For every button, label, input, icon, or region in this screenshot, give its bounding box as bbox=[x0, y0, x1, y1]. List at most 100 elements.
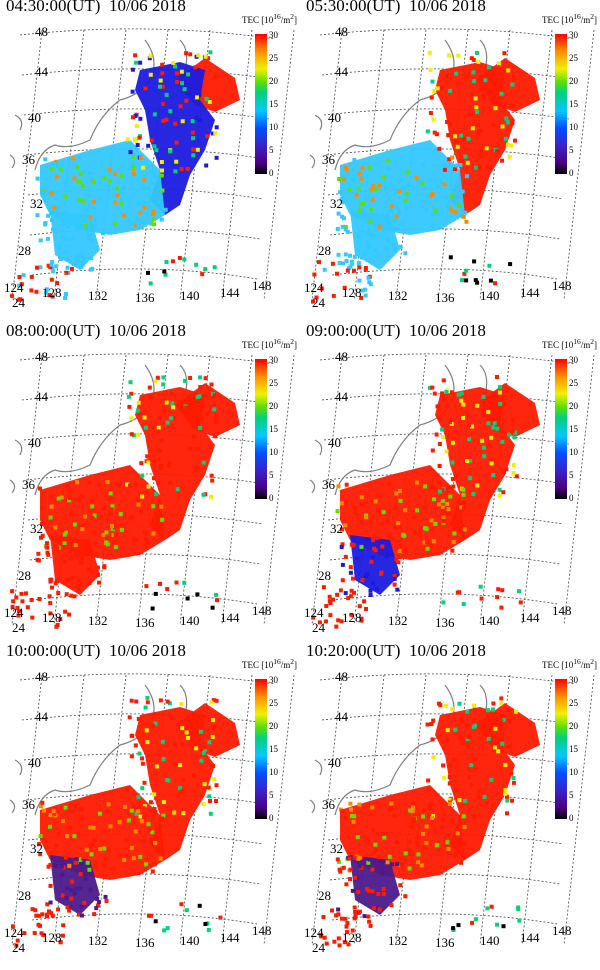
latitude-label: 28 bbox=[18, 243, 31, 258]
tec-unit-label: TEC [1016/m2] bbox=[242, 12, 298, 25]
colorbar-tick: 30 bbox=[569, 355, 578, 365]
tec-unit-label: TEC [1016/m2] bbox=[242, 337, 298, 350]
colorbar-tick: 10 bbox=[569, 447, 578, 457]
longitude-label: 124 bbox=[4, 925, 24, 940]
colorbar-tick: 0 bbox=[269, 813, 274, 823]
latitude-label: 36 bbox=[322, 797, 335, 812]
longitude-label: 132 bbox=[88, 933, 108, 948]
panel-title: 05:30:00(UT) 10/06 2018 bbox=[306, 0, 486, 16]
panel-title: 04:30:00(UT) 10/06 2018 bbox=[6, 0, 186, 16]
colorbar-tick: 30 bbox=[569, 675, 578, 685]
tec-map bbox=[309, 673, 595, 948]
colorbar-tick: 5 bbox=[569, 470, 574, 480]
colorbar-tick: 0 bbox=[569, 168, 574, 178]
latitude-label: 32 bbox=[330, 521, 343, 536]
latitude-label: 28 bbox=[18, 568, 31, 583]
latitude-label: 24 bbox=[12, 295, 25, 310]
longitude-label: 136 bbox=[435, 935, 455, 950]
latitude-label: 40 bbox=[328, 435, 341, 450]
latitude-label: 40 bbox=[28, 755, 41, 770]
longitude-label: 132 bbox=[88, 613, 108, 628]
latitude-label: 28 bbox=[318, 568, 331, 583]
longitude-label: 144 bbox=[220, 610, 240, 625]
latitude-label: 24 bbox=[12, 940, 25, 955]
latitude-label: 28 bbox=[318, 243, 331, 258]
colorbar-tick: 10 bbox=[269, 447, 278, 457]
colorbar-tick: 0 bbox=[569, 493, 574, 503]
tec-unit-label: TEC [1016/m2] bbox=[542, 657, 598, 670]
panel-date: 10/06 2018 bbox=[408, 641, 486, 660]
latitude-label: 36 bbox=[22, 152, 35, 167]
latitude-label: 32 bbox=[30, 196, 43, 211]
longitude-label: 148 bbox=[252, 923, 272, 938]
longitude-label: 148 bbox=[552, 603, 572, 618]
latitude-label: 44 bbox=[335, 64, 348, 79]
longitude-label: 136 bbox=[435, 615, 455, 630]
latitude-label: 28 bbox=[18, 888, 31, 903]
colorbar-tick: 20 bbox=[569, 401, 578, 411]
longitude-label: 136 bbox=[135, 935, 155, 950]
tec-map-panel: 08:00:00(UT) 10/06 2018 TEC [1016/m2] 30 25… bbox=[0, 321, 300, 648]
colorbar-tick: 20 bbox=[269, 721, 278, 731]
colorbar-tick: 25 bbox=[569, 378, 578, 388]
longitude-label: 140 bbox=[180, 933, 200, 948]
longitude-label: 132 bbox=[388, 933, 408, 948]
longitude-label: 128 bbox=[42, 930, 62, 945]
latitude-label: 32 bbox=[30, 841, 43, 856]
colorbar-tick: 25 bbox=[569, 698, 578, 708]
longitude-label: 136 bbox=[435, 290, 455, 305]
colorbar-tick: 25 bbox=[269, 698, 278, 708]
longitude-label: 128 bbox=[42, 285, 62, 300]
panel-title: 09:00:00(UT) 10/06 2018 bbox=[306, 321, 486, 341]
longitude-label: 144 bbox=[520, 285, 540, 300]
longitude-label: 128 bbox=[342, 285, 362, 300]
latitude-label: 32 bbox=[330, 196, 343, 211]
latitude-label: 48 bbox=[335, 24, 348, 39]
colorbar-tick: 30 bbox=[569, 30, 578, 40]
panel-time: 10:00:00(UT) bbox=[6, 641, 101, 660]
tec-unit-label: TEC [1016/m2] bbox=[542, 337, 598, 350]
tec-map bbox=[9, 673, 295, 948]
latitude-label: 36 bbox=[22, 797, 35, 812]
colorbar-tick: 5 bbox=[569, 145, 574, 155]
longitude-label: 128 bbox=[342, 610, 362, 625]
longitude-label: 124 bbox=[304, 280, 324, 295]
colorbar-tick: 25 bbox=[269, 378, 278, 388]
tec-map bbox=[309, 353, 595, 629]
colorbar-tick: 30 bbox=[269, 30, 278, 40]
latitude-label: 44 bbox=[335, 389, 348, 404]
colorbar-tick: 25 bbox=[569, 53, 578, 63]
tec-colorbar bbox=[255, 34, 267, 174]
panel-time: 08:00:00(UT) bbox=[6, 321, 101, 340]
latitude-label: 28 bbox=[318, 888, 331, 903]
colorbar-tick: 15 bbox=[569, 744, 578, 754]
latitude-label: 36 bbox=[322, 477, 335, 492]
tec-map bbox=[9, 28, 295, 302]
colorbar-tick: 20 bbox=[269, 76, 278, 86]
latitude-label: 44 bbox=[35, 64, 48, 79]
longitude-label: 144 bbox=[520, 930, 540, 945]
colorbar-tick: 10 bbox=[569, 122, 578, 132]
longitude-label: 128 bbox=[342, 930, 362, 945]
latitude-label: 44 bbox=[335, 709, 348, 724]
colorbar-tick: 15 bbox=[569, 424, 578, 434]
latitude-label: 48 bbox=[335, 669, 348, 684]
latitude-label: 36 bbox=[322, 152, 335, 167]
panel-title: 10:00:00(UT) 10/06 2018 bbox=[6, 641, 186, 661]
panel-title: 10:20:00(UT) 10/06 2018 bbox=[306, 641, 486, 661]
longitude-label: 140 bbox=[480, 933, 500, 948]
colorbar-tick: 5 bbox=[269, 790, 274, 800]
latitude-label: 48 bbox=[35, 349, 48, 364]
colorbar-tick: 20 bbox=[569, 76, 578, 86]
panel-date: 10/06 2018 bbox=[108, 0, 186, 15]
colorbar-tick: 25 bbox=[269, 53, 278, 63]
longitude-label: 136 bbox=[135, 290, 155, 305]
colorbar-tick: 5 bbox=[569, 790, 574, 800]
longitude-label: 124 bbox=[304, 925, 324, 940]
colorbar-tick: 15 bbox=[569, 99, 578, 109]
colorbar-tick: 20 bbox=[269, 401, 278, 411]
tec-map-panel: 10:20:00(UT) 10/06 2018 TEC [1016/m2] 30 25… bbox=[300, 641, 600, 968]
latitude-label: 40 bbox=[28, 110, 41, 125]
colorbar-tick: 10 bbox=[269, 122, 278, 132]
tec-unit-label: TEC [1016/m2] bbox=[542, 12, 598, 25]
